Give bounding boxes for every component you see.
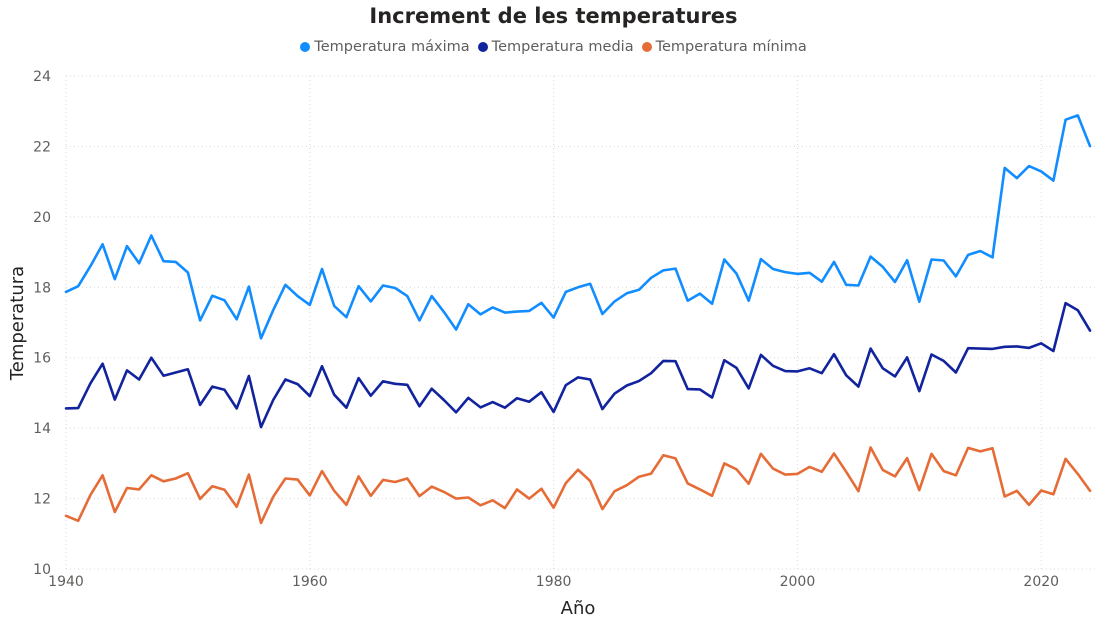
y-tick-label: 10 [33,562,51,578]
x-axis-title: Año [561,598,596,619]
y-tick-label: 20 [33,210,51,226]
y-tick-label: 14 [33,421,51,437]
y-tick-label: 16 [33,351,51,367]
series-line-mean [64,301,1092,429]
y-axis-title: Temperatura [7,266,28,381]
series-lines [64,114,1092,525]
chart-title: Increment de les temperatures [369,4,738,28]
x-tick-label: 1980 [536,574,572,590]
gridlines [65,75,1096,570]
x-tick-label: 1940 [48,574,84,590]
legend-label-min: Temperatura mínima [655,39,807,55]
y-tick-label: 22 [33,139,51,155]
legend: Temperatura máxima Temperatura media Tem… [0,39,1107,55]
y-tick-label: 24 [33,69,51,85]
x-tick-label: 2020 [1023,574,1059,590]
legend-item-max[interactable]: Temperatura máxima [300,39,470,55]
y-tick-label: 18 [33,280,51,296]
legend-item-min[interactable]: Temperatura mínima [641,39,807,55]
legend-marker-max [300,42,311,52]
legend-item-mean[interactable]: Temperatura media [477,39,634,55]
legend-marker-min [641,42,652,52]
series-line-min [64,446,1092,525]
legend-label-max: Temperatura máxima [314,39,470,55]
series-line-max [64,114,1092,340]
x-axis-ticks: 1940 1960 1980 2000 2020 [48,574,1059,590]
legend-label-mean: Temperatura media [491,39,634,55]
x-tick-label: 2000 [780,574,816,590]
x-tick-label: 1960 [292,574,328,590]
y-axis-ticks: 10 12 14 16 18 20 22 24 [33,69,51,578]
y-tick-label: 12 [33,492,51,508]
legend-marker-mean [477,42,488,52]
